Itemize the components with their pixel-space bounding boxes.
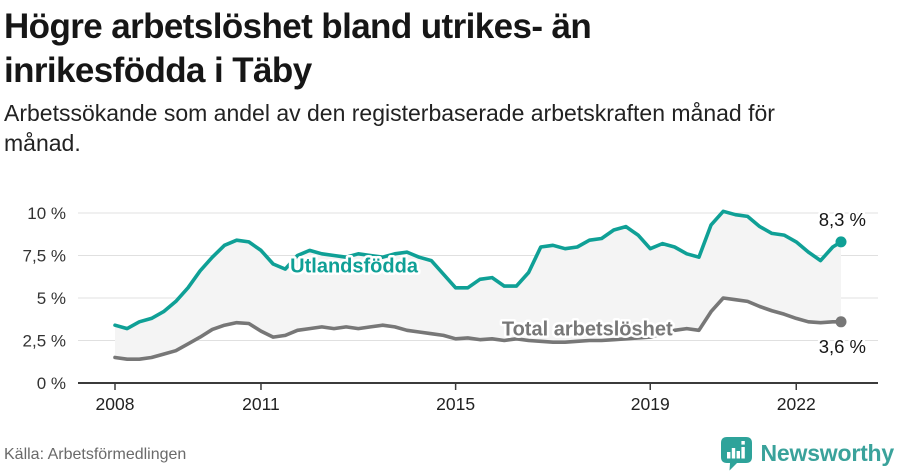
x-axis-label: 2019 xyxy=(631,394,670,414)
y-axis-label: 7,5 % xyxy=(23,247,66,266)
y-axis-label: 10 % xyxy=(27,204,66,223)
newsworthy-logo[interactable]: Newsworthy xyxy=(720,436,894,471)
x-axis-label: 2022 xyxy=(777,394,816,414)
chart-subtitle: Arbetssökande som andel av den registerb… xyxy=(4,100,775,157)
newsworthy-logo-icon xyxy=(720,437,752,471)
series-label-utlandsfodda: Utlandsfödda xyxy=(290,256,419,278)
band-fill xyxy=(115,211,842,360)
end-value-label-utlandsfodda: 8,3 % xyxy=(819,209,866,230)
x-axis-label: 2008 xyxy=(96,394,135,414)
newsworthy-logo-text: Newsworthy xyxy=(760,440,895,466)
series-end-dot-total xyxy=(835,316,847,328)
chart-title: Högre arbetslöshet bland utrikes- än inr… xyxy=(4,7,592,90)
unemployment-line-chart-canvas: 0 % 2,5 % 5 % 7,5 % 10 % 2008 2011 2015 2019 2022… xyxy=(23,204,878,414)
series-line-total xyxy=(113,296,843,362)
x-axis-label: 2011 xyxy=(242,394,280,414)
series-label-total: Total arbetslöshet xyxy=(502,318,673,340)
source-note: Källa: Arbetsförmedlingen xyxy=(4,446,187,463)
series-line-utlandsfodda xyxy=(113,209,843,331)
series-end-dot-utlandsfodda xyxy=(835,236,847,248)
x-axis-label: 2015 xyxy=(436,394,475,414)
line-chart: 0 % 2,5 % 5 % 7,5 % 10 % 2008 2011 2015 2019 2022… xyxy=(23,204,878,414)
y-axis-label: 2,5 % xyxy=(23,332,66,351)
end-value-label-total: 3,6 % xyxy=(819,336,866,357)
y-axis-label: 0 % xyxy=(37,374,66,393)
y-axis-label: 5 % xyxy=(37,289,66,308)
